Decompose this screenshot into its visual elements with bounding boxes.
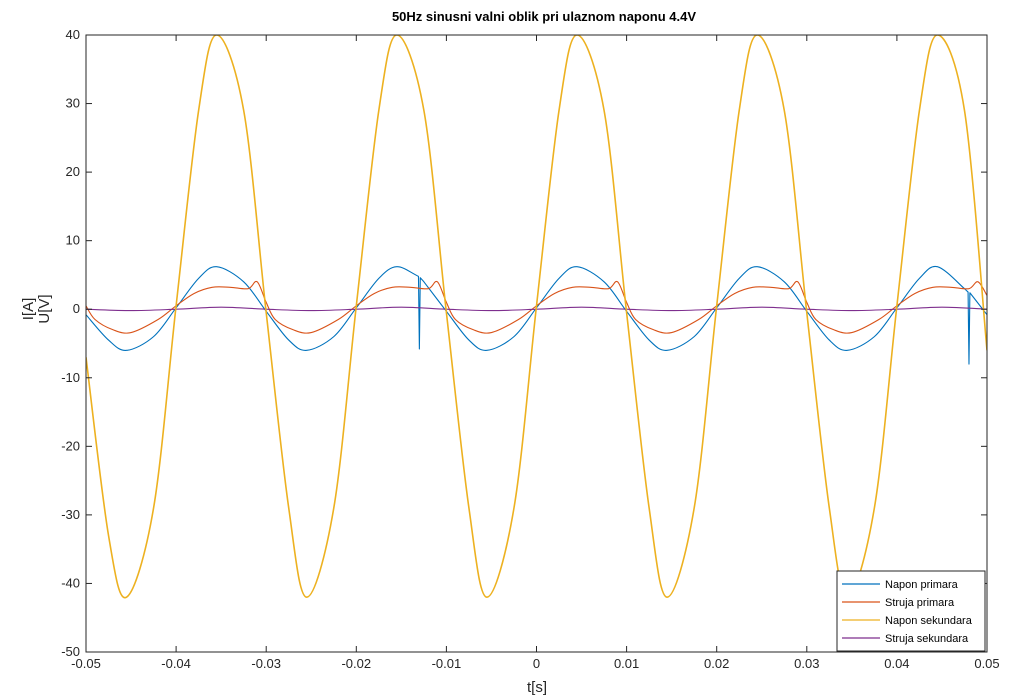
x-axis: -0.05 -0.04 -0.03 -0.02 -0.01 0 0.01 0.02 0.03 0.… <box>71 35 1000 671</box>
series-layer <box>86 35 987 599</box>
x-tick-label: -0.05 <box>71 656 101 671</box>
series-line-3 <box>86 35 987 599</box>
x-tick-label: 0.01 <box>614 656 639 671</box>
x-tick-label: -0.03 <box>251 656 281 671</box>
x-tick-label: 0.02 <box>704 656 729 671</box>
y-tick-label: -20 <box>61 438 80 453</box>
x-tick-label: -0.04 <box>161 656 191 671</box>
legend[interactable]: Napon primara Struja primara Napon sekunda… <box>836 570 986 652</box>
y-tick-label: 30 <box>66 96 80 111</box>
y-tick-label: -50 <box>61 644 80 659</box>
x-tick-label: 0.03 <box>794 656 819 671</box>
x-tick-label: -0.01 <box>432 656 462 671</box>
x-tick-label: 0 <box>533 656 540 671</box>
y-axis: -50 -40 -30 -20 -10 0 10 20 30 40 <box>61 27 987 659</box>
y-axis-label-line-2: U[V] <box>36 294 53 323</box>
y-tick-label: 40 <box>66 27 80 42</box>
y-tick-label: 20 <box>66 164 80 179</box>
y-axis-label-line-1: I[A] <box>20 298 37 321</box>
y-tick-label: -10 <box>61 370 80 385</box>
legend-entry: Napon primara <box>885 579 959 591</box>
y-tick-label: 10 <box>66 233 80 248</box>
chart-title: 50Hz sinusni valni oblik pri ulaznom nap… <box>392 9 696 24</box>
legend-entry: Struja sekundara <box>885 633 969 645</box>
y-axis-label: I[A] U[V] <box>20 294 53 323</box>
x-tick-label: -0.02 <box>341 656 371 671</box>
legend-entry: Struja primara <box>885 597 955 609</box>
x-tick-label: 0.04 <box>884 656 909 671</box>
plot-area <box>86 35 987 652</box>
y-tick-label: -40 <box>61 575 80 590</box>
y-tick-label: 0 <box>73 301 80 316</box>
legend-entry: Napon sekundara <box>885 615 973 627</box>
x-tick-label: 0.05 <box>974 656 999 671</box>
x-axis-label: t[s] <box>527 679 547 696</box>
series-line-2 <box>86 280 987 334</box>
y-tick-label: -30 <box>61 507 80 522</box>
